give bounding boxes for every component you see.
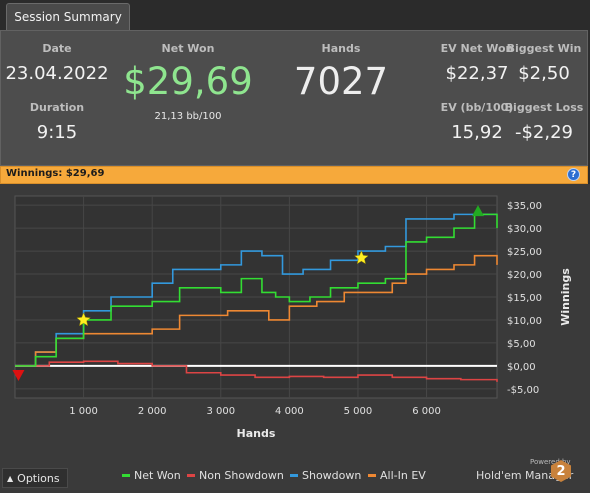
x-tick-label: 2 000 — [138, 406, 167, 417]
worst-point-triangle-icon — [12, 370, 25, 382]
y-axis-label: Winnings — [559, 268, 572, 326]
net-won-value: $29,69 — [123, 60, 253, 103]
duration-value: 9:15 — [36, 122, 78, 143]
biggest-win-value: $2,50 — [518, 63, 570, 84]
duration-label: Duration — [29, 101, 85, 114]
bb-per-100: 21,13 bb/100 — [154, 111, 222, 122]
holdem-manager-logo-icon: 2 — [551, 460, 571, 482]
options-button[interactable]: ▲ Options — [2, 468, 68, 488]
tab-bar: Session Summary — [0, 0, 590, 30]
winnings-banner-text: Winnings: $29,69 — [6, 168, 105, 179]
best-point-triangle-icon — [471, 205, 484, 217]
star-marker-icon — [354, 250, 369, 265]
y-tick-label: -$5,00 — [507, 385, 539, 396]
legend-label: Non Showdown — [199, 469, 284, 482]
legend-swatch — [368, 474, 376, 477]
date-label: Date — [42, 42, 72, 55]
star-marker-icon — [76, 312, 91, 327]
series-line-net-won — [15, 213, 498, 367]
hands-label: Hands — [321, 42, 361, 55]
x-tick-label: 5 000 — [344, 406, 373, 417]
powered-by-text: Powered by — [530, 458, 571, 466]
ev-bb100-label: EV (bb/100) — [440, 101, 514, 114]
ev-net-won-value: $22,37 — [445, 63, 509, 84]
legend-swatch — [187, 474, 195, 477]
legend-label: Net Won — [134, 469, 181, 482]
x-tick-label: 1 000 — [69, 406, 98, 417]
ev-bb100-value: 15,92 — [451, 122, 503, 143]
y-tick-label: $0,00 — [507, 362, 536, 373]
y-tick-label: $15,00 — [507, 293, 542, 304]
biggest-loss-value: -$2,29 — [514, 122, 574, 143]
brand-name: Hold'em Manager — [476, 469, 574, 482]
help-icon[interactable]: ? — [567, 168, 580, 181]
net-won-label: Net Won — [161, 42, 215, 55]
y-tick-label: $25,00 — [507, 247, 542, 258]
legend-label: Showdown — [302, 469, 362, 482]
x-tick-label: 3 000 — [206, 406, 235, 417]
x-tick-label: 6 000 — [412, 406, 441, 417]
x-tick-label: 4 000 — [275, 406, 304, 417]
session-summary-panel: Date 23.04.2022 Duration 9:15 Net Won $2… — [0, 30, 588, 166]
x-axis-label: Hands — [237, 427, 276, 440]
y-tick-label: $10,00 — [507, 316, 542, 327]
legend-item-net-won: Net Won — [122, 469, 181, 482]
caret-up-icon: ▲ — [7, 473, 14, 483]
legend-item-all-in-ev: All-In EV — [368, 469, 426, 482]
hands-value: 7027 — [293, 60, 389, 103]
winnings-banner: Winnings: $29,69 ? — [0, 166, 588, 184]
biggest-loss-label: Biggest Loss — [504, 101, 584, 114]
options-label: Options — [17, 471, 60, 485]
biggest-win-label: Biggest Win — [506, 42, 582, 55]
tab-session-summary[interactable]: Session Summary — [6, 3, 130, 30]
y-tick-label: $5,00 — [507, 339, 536, 350]
chart-svg: 1 000 2 000 3 000 4 000 5 000 6 000 $35,00 $30… — [12, 195, 572, 440]
y-tick-label: $20,00 — [507, 270, 542, 281]
date-value: 23.04.2022 — [5, 63, 109, 84]
ev-net-won-label: EV Net Won — [440, 42, 514, 55]
winnings-chart: 1 000 2 000 3 000 4 000 5 000 6 000 $35,00 $30… — [0, 184, 590, 464]
legend-label: All-In EV — [380, 469, 426, 482]
legend-swatch — [290, 474, 298, 477]
footer-bar: ▲ Options Net Won Non Showdown Showdown … — [0, 458, 590, 493]
legend-item-non-showdown: Non Showdown — [187, 469, 284, 482]
series-line-non-showdown — [15, 360, 498, 382]
legend-swatch — [122, 474, 130, 477]
y-tick-label: $35,00 — [507, 201, 542, 212]
legend-item-showdown: Showdown — [290, 469, 361, 482]
y-tick-label: $30,00 — [507, 224, 542, 235]
